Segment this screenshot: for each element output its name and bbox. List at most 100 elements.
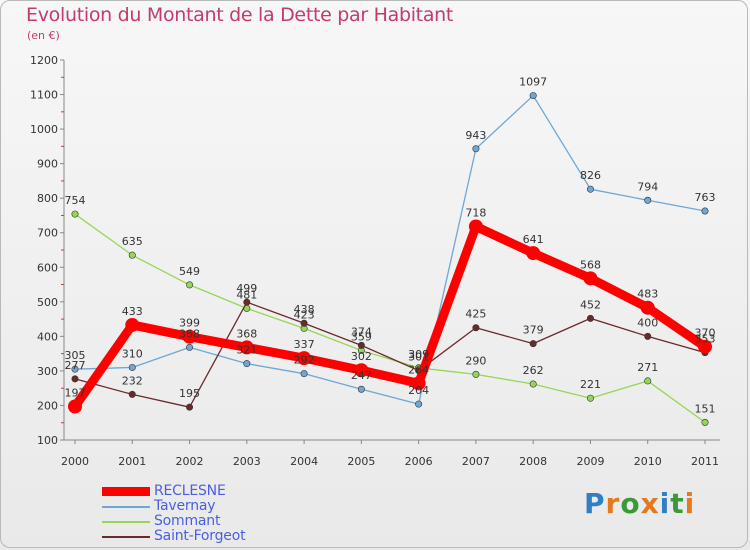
y-tick-label: 200 (37, 399, 58, 412)
data-point (71, 365, 79, 373)
legend-item-saint-forgeot[interactable]: Saint-Forgeot (102, 528, 302, 544)
data-point (300, 370, 308, 378)
data-label: 718 (465, 207, 486, 220)
logo-letter: o (620, 487, 641, 520)
chart-axes: 100 200 300 400 500 600 700 800 900 1000 1100 1200 2… (30, 54, 720, 468)
data-label: 425 (465, 308, 486, 321)
x-tick-label: 2000 (61, 455, 89, 468)
data-label: 277 (65, 359, 86, 372)
data-point (701, 418, 709, 426)
data-point (586, 185, 594, 193)
data-label: 337 (294, 338, 315, 351)
data-label: 635 (122, 235, 143, 248)
x-tick-label: 2008 (519, 455, 547, 468)
data-label: 290 (465, 354, 486, 367)
legend-swatch (102, 506, 150, 508)
data-point (71, 375, 79, 383)
logo-letter: i (659, 487, 671, 520)
data-point (644, 332, 652, 340)
data-point (71, 210, 79, 218)
y-tick-label: 1000 (30, 123, 58, 136)
data-point (529, 340, 537, 348)
data-label: 197 (65, 386, 86, 399)
legend-item-reclesne[interactable]: RECLESNE (102, 483, 302, 499)
data-point (186, 343, 194, 351)
data-point (128, 251, 136, 259)
legend-item-sommant[interactable]: Sommant (102, 513, 302, 529)
data-label: 247 (351, 369, 372, 382)
logo-letter: r (605, 487, 621, 520)
data-label: 794 (637, 180, 658, 193)
x-tick-label: 2010 (634, 455, 662, 468)
legend-swatch (102, 521, 150, 523)
legend-label: Tavernay (154, 498, 216, 514)
data-label: 310 (122, 347, 143, 360)
data-label: 568 (580, 258, 601, 271)
data-point (411, 376, 426, 391)
data-label: 399 (179, 317, 200, 330)
data-point (297, 351, 312, 366)
y-tick-label: 1200 (30, 54, 58, 67)
data-label: 262 (523, 364, 544, 377)
data-label: 264 (408, 363, 429, 376)
x-tick-label: 2005 (347, 455, 375, 468)
data-label: 359 (351, 331, 372, 344)
legend-label: Saint-Forgeot (154, 528, 246, 544)
data-point (357, 341, 365, 349)
x-tick-label: 2011 (691, 455, 719, 468)
x-tick-label: 2002 (176, 455, 204, 468)
legend-swatch (102, 536, 150, 538)
x-tick-label: 2006 (405, 455, 433, 468)
data-point (128, 390, 136, 398)
data-label: 271 (637, 361, 658, 374)
data-point (472, 324, 480, 332)
data-point (472, 145, 480, 153)
data-labels-layer: 305 310 368 321 292 247 204 943 1097 826 794 763 754… (65, 76, 716, 416)
data-point (182, 329, 197, 344)
data-label: 353 (695, 333, 716, 346)
data-point (354, 363, 369, 378)
data-point (125, 317, 140, 332)
data-point (529, 380, 537, 388)
data-point (701, 207, 709, 215)
x-tick-label: 2009 (576, 455, 604, 468)
data-point (586, 394, 594, 402)
y-tick-label: 100 (37, 434, 58, 447)
legend: RECLESNE Tavernay Sommant Saint-Forgeot (102, 483, 302, 544)
data-point (640, 300, 655, 315)
data-label: 452 (580, 298, 601, 311)
data-label: 400 (637, 316, 658, 329)
series-line-sommant (74, 213, 706, 424)
legend-label: RECLESNE (154, 483, 226, 499)
proxiti-logo: Proxiti (584, 487, 695, 520)
data-point (415, 400, 423, 408)
data-point (68, 399, 82, 414)
data-label: 221 (580, 378, 601, 391)
x-tick-label: 2007 (462, 455, 490, 468)
data-point (583, 271, 598, 286)
data-label: 754 (65, 194, 86, 207)
data-label: 549 (179, 265, 200, 278)
data-label: 374 (351, 325, 372, 338)
data-label: 301 (408, 351, 429, 364)
data-point (468, 219, 483, 234)
data-label: 433 (122, 305, 143, 318)
data-label: 438 (294, 303, 315, 316)
data-point (586, 314, 594, 322)
logo-letter: i (684, 487, 696, 520)
x-tick-label: 2001 (118, 455, 146, 468)
data-point (357, 385, 365, 393)
data-label: 370 (695, 327, 716, 340)
data-label: 368 (236, 327, 257, 340)
data-label: 309 (408, 348, 429, 361)
data-label: 292 (294, 354, 315, 367)
legend-swatch (102, 487, 150, 496)
data-point (243, 360, 251, 368)
data-label: 826 (580, 169, 601, 182)
legend-item-tavernay[interactable]: Tavernay (102, 498, 302, 514)
y-tick-label: 500 (37, 296, 58, 309)
data-label: 368 (179, 327, 200, 340)
data-point (644, 196, 652, 204)
